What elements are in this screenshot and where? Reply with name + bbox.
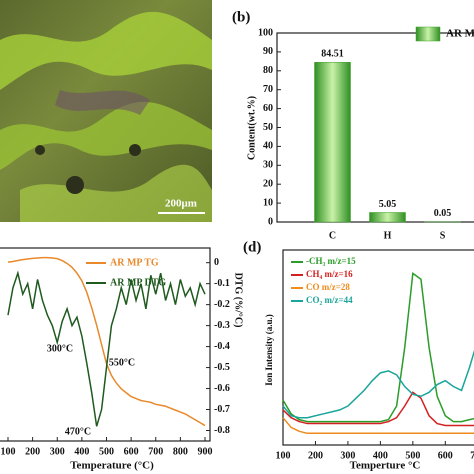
y-tick-label: 100 [258, 27, 273, 38]
x-axis-label: Temperture °C [350, 460, 421, 472]
plot-frame [276, 32, 474, 223]
x-tick-label: 800 [173, 446, 188, 457]
micrograph: 200μm [0, 0, 212, 222]
value-label: 84.51 [321, 49, 344, 60]
x-tick-label: 300 [340, 450, 355, 461]
legend-label: CH₄ m/z=16 [306, 269, 353, 279]
y-tick-label: 90 [263, 46, 273, 57]
value-label: 5.05 [379, 199, 397, 210]
y-tick-label: -0.5 [214, 362, 230, 373]
y-tick-label: -0.4 [214, 341, 230, 352]
legend-label: -CH₃ m/z=15 [306, 256, 356, 266]
x-tick-label: 200 [25, 446, 40, 457]
x-tick-label: 100 [1, 446, 16, 457]
x-tick-label: 400 [373, 450, 388, 461]
y-tick-label: -0.8 [214, 425, 230, 436]
y-tick-label: 20 [263, 178, 273, 189]
x-tick-label: 700 [470, 450, 474, 461]
legend-label: AR MP DTG [110, 277, 166, 288]
bar [369, 212, 406, 223]
y-tick-label: 0 [214, 257, 219, 268]
annotation: 470°C [65, 426, 91, 437]
y-tick-label: 80 [263, 65, 273, 76]
x-tick-label: 600 [438, 450, 453, 461]
x-tick-label: 700 [148, 446, 163, 457]
x-tick-label: 400 [74, 446, 89, 457]
x-tick-label: 300 [50, 446, 65, 457]
x-tick-label: 900 [198, 446, 213, 457]
y-tick-label: 30 [263, 160, 273, 171]
y-tick-label: -0.2 [214, 299, 230, 310]
y-tick-label: -0.6 [214, 383, 230, 394]
y-axis-label: DTG (%/°C) [233, 273, 244, 328]
x-tick-label: S [440, 230, 446, 241]
plot-frame [282, 249, 474, 446]
legend-label: CO₂ m/z=44 [306, 295, 353, 305]
y-tick-label: 40 [263, 141, 273, 152]
y-tick-label: 50 [263, 122, 273, 133]
series-line [282, 349, 474, 419]
legend-label: AR MP TG [110, 257, 159, 268]
x-tick-label: 500 [99, 446, 114, 457]
y-axis-label: Content(wt.%) [246, 96, 257, 160]
series-line [282, 417, 474, 435]
x-tick-label: C [329, 230, 336, 241]
plot-frame [0, 247, 211, 442]
y-tick-label: 0 [268, 216, 273, 227]
y-tick-label: -0.3 [214, 320, 230, 331]
panel-label: (d) [243, 239, 261, 255]
x-tick-label: 500 [405, 450, 420, 461]
legend-label: CO m/z=28 [306, 282, 350, 292]
annotation: 550°C [109, 357, 135, 368]
x-tick-label: 100 [276, 450, 291, 461]
legend-swatch [415, 26, 441, 42]
scale-bar-label: 200μm [165, 198, 197, 210]
y-tick-label: -0.7 [214, 404, 230, 415]
panel-label: (b) [232, 9, 250, 25]
legend-label: AR MP [446, 28, 474, 40]
x-tick-label: 600 [124, 446, 139, 457]
value-label: 0.05 [434, 208, 452, 219]
bar [314, 62, 351, 223]
series-line [282, 272, 474, 423]
y-axis-label: Ion Intensity (a.u.) [264, 314, 274, 386]
series-line [7, 270, 206, 427]
y-tick-label: -0.1 [214, 278, 230, 289]
series-line [282, 391, 474, 427]
x-tick-label: H [384, 230, 392, 241]
y-tick-label: 70 [263, 84, 273, 95]
y-tick-label: 10 [263, 197, 273, 208]
x-axis-label: Temperature (°C) [70, 460, 154, 472]
y-tick-label: 60 [263, 103, 273, 114]
x-tick-label: 200 [308, 450, 323, 461]
annotation: 300°C [47, 343, 73, 354]
